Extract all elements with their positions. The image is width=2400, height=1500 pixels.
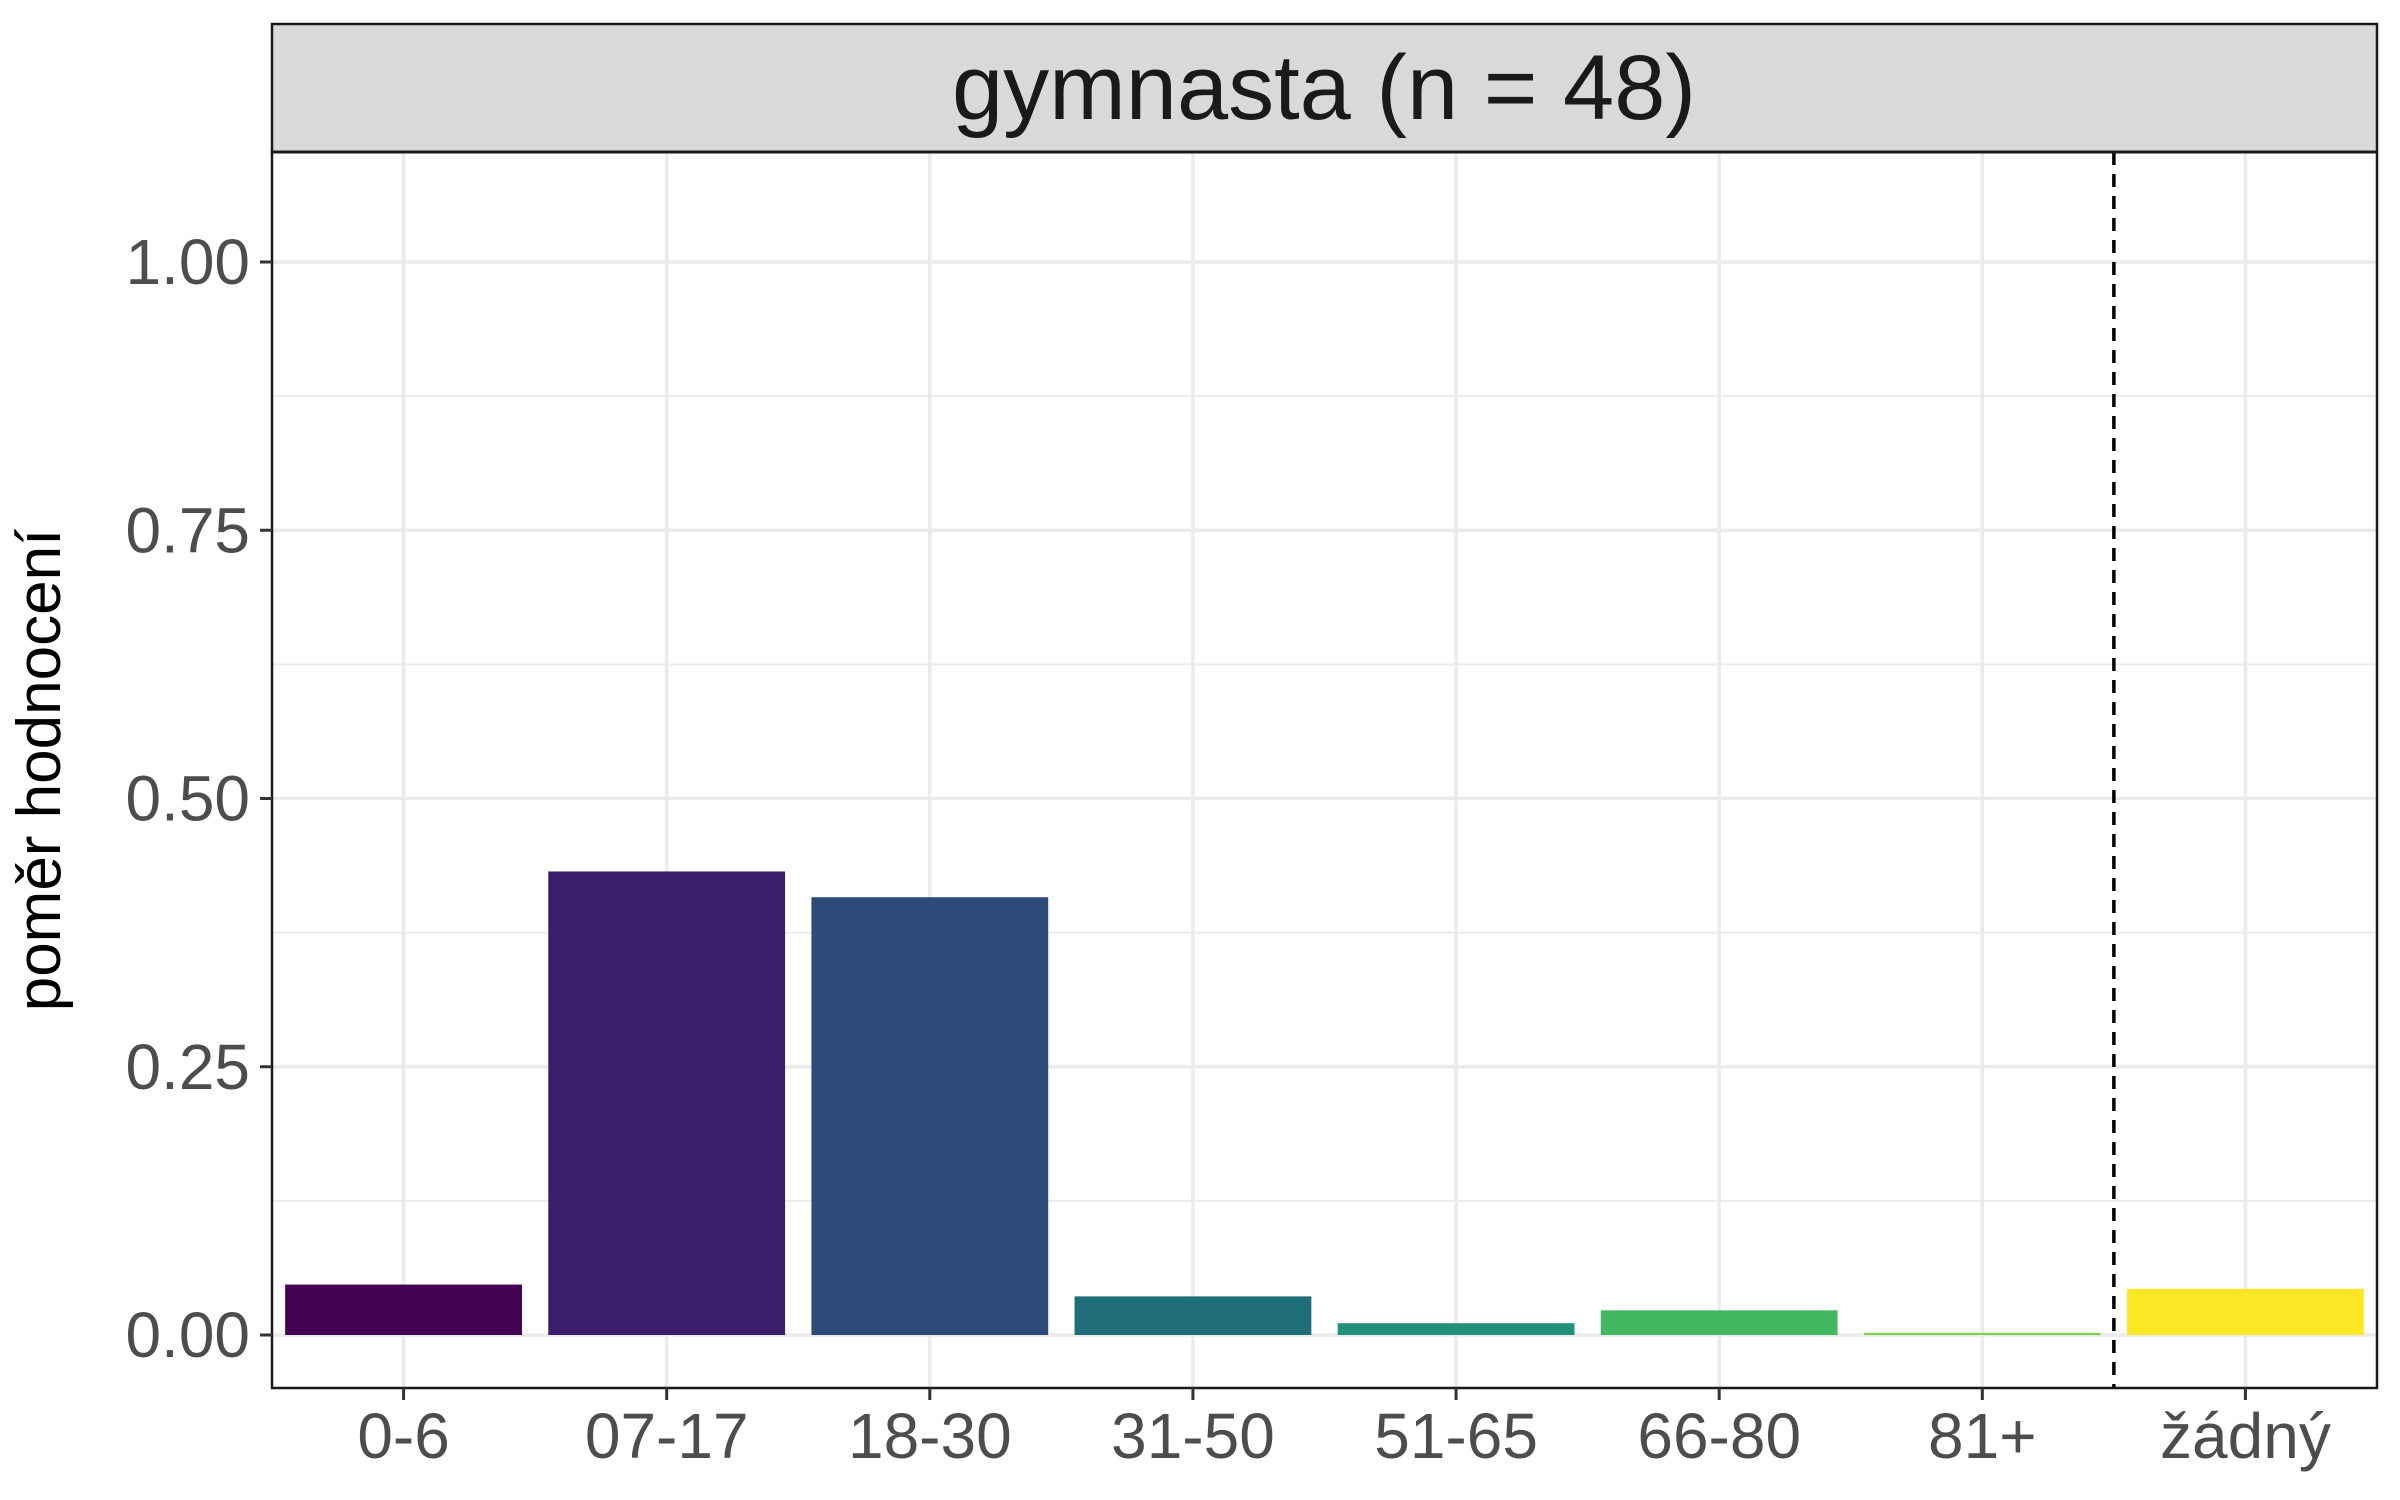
x-tick-label: 31-50 <box>1111 1400 1275 1472</box>
bar-81+ <box>1863 1332 2101 1335</box>
bar-žádný <box>2127 1288 2364 1335</box>
x-tick-label: žádný <box>2160 1400 2331 1472</box>
facet-title: gymnasta (n = 48) <box>952 37 1696 139</box>
bars <box>285 871 2364 1335</box>
bar-0-6 <box>285 1284 522 1335</box>
facet-strip <box>270 22 2379 154</box>
y-tick-label: 0.25 <box>125 1031 250 1103</box>
y-tick-label: 0.75 <box>125 494 250 566</box>
y-tick-label: 0.00 <box>125 1299 250 1371</box>
x-tick-label: 07-17 <box>585 1400 749 1472</box>
bar-31-50 <box>1074 1296 1312 1335</box>
bar-51-65 <box>1337 1323 1575 1335</box>
y-tick-label: 1.00 <box>125 226 250 298</box>
y-axis: 0.00 0.25 0.50 0.75 1.00 <box>125 226 272 1371</box>
y-tick-label: 0.50 <box>125 763 250 835</box>
bar-18-30 <box>811 897 1049 1335</box>
bar-66-80 <box>1600 1310 1838 1335</box>
x-axis: 0-6 07-17 18-30 31-50 51-65 66-80 81+ žádný <box>357 1388 2331 1472</box>
x-tick-label: 81+ <box>1928 1400 2037 1472</box>
bar-07-17 <box>548 871 786 1335</box>
x-tick-label: 0-6 <box>357 1400 450 1472</box>
x-tick-label: 66-80 <box>1637 1400 1801 1472</box>
y-axis-title: poměr hodnocení <box>5 529 74 1012</box>
x-tick-label: 18-30 <box>848 1400 1012 1472</box>
x-tick-label: 51-65 <box>1374 1400 1538 1472</box>
